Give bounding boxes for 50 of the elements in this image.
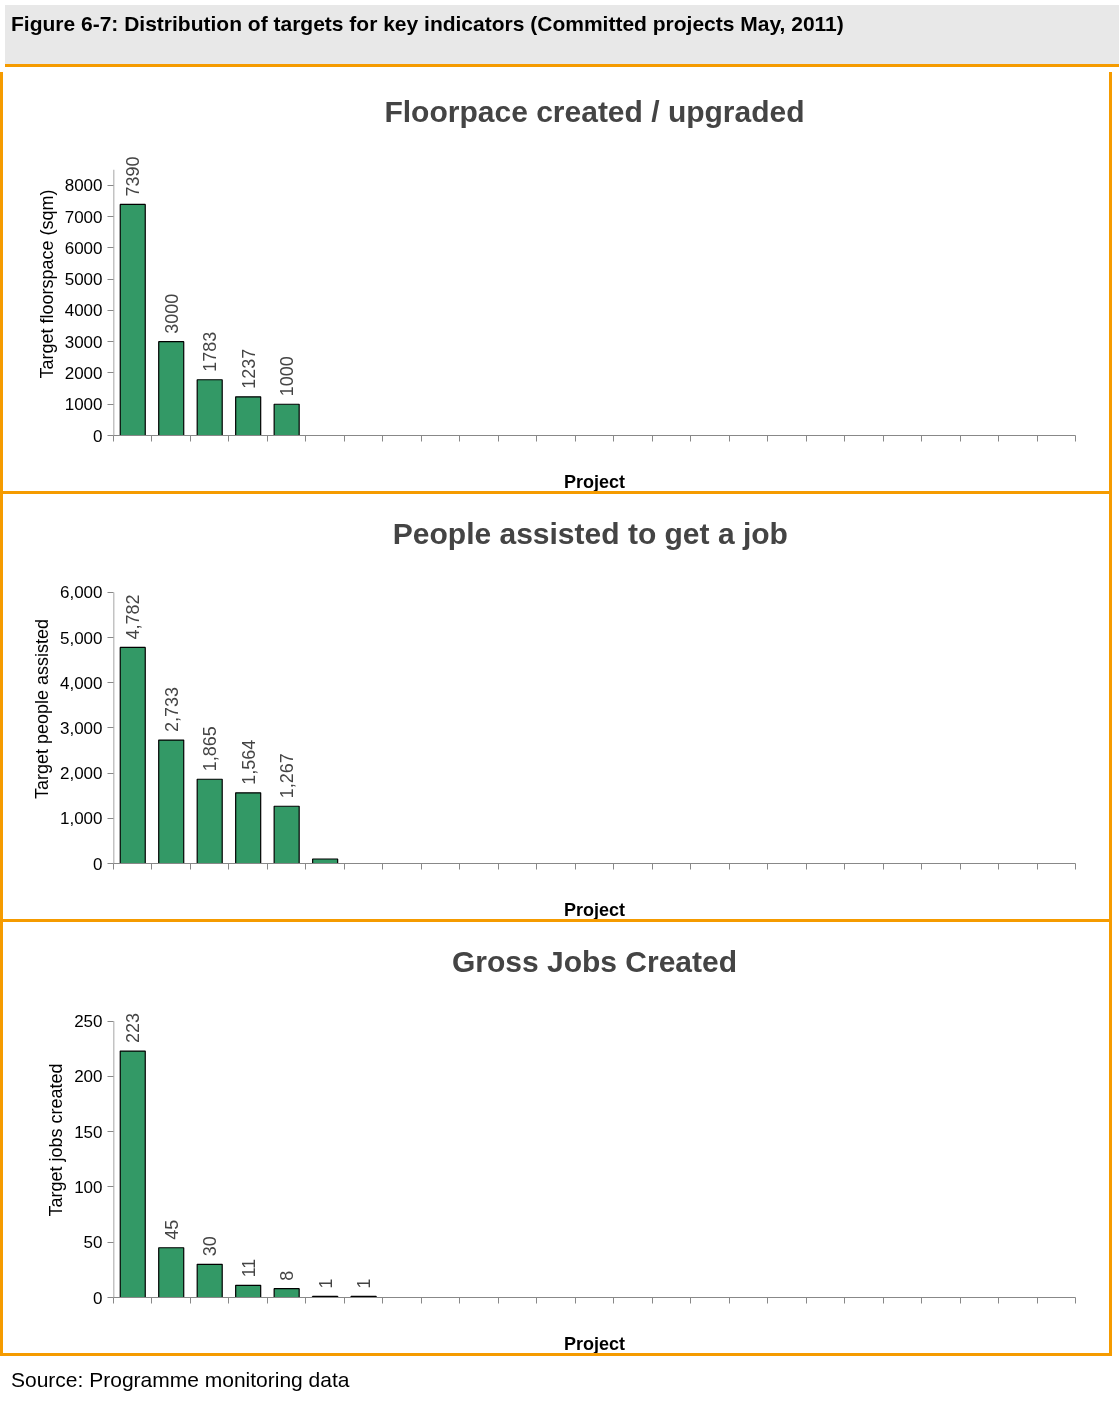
data-label: 1000 <box>277 356 298 397</box>
chart-title: Gross Jobs Created <box>451 944 738 978</box>
data-label: 223 <box>123 1012 144 1044</box>
y-tick-label: 7000 <box>64 207 103 227</box>
y-tick-label: 50 <box>83 1233 103 1253</box>
y-tick-label: 1000 <box>64 395 103 415</box>
y-tick-label: 2000 <box>64 363 103 383</box>
y-tick-label: 2,000 <box>59 764 103 784</box>
data-label: 1237 <box>238 348 259 389</box>
data-label: 1 <box>354 1278 375 1289</box>
data-label: 1783 <box>200 331 221 372</box>
x-axis-title: Project <box>563 471 626 492</box>
data-label: 1,865 <box>200 726 221 772</box>
y-tick-label: 0 <box>93 1288 103 1308</box>
y-axis-title: Target people assisted <box>31 618 52 800</box>
chart-title: People assisted to get a job <box>392 516 788 550</box>
y-tick-label: 150 <box>74 1122 103 1142</box>
y-tick-label: 5000 <box>64 270 103 290</box>
y-tick-label: 0 <box>93 426 103 446</box>
chart-title: Floorpace created / upgraded <box>384 94 805 128</box>
data-label: 45 <box>161 1219 182 1240</box>
y-tick-label: 3,000 <box>59 718 103 738</box>
data-label: 2,733 <box>161 686 182 733</box>
y-tick-label: 4000 <box>64 301 103 321</box>
y-tick-label: 100 <box>74 1177 103 1197</box>
y-tick-label: 5,000 <box>59 628 103 648</box>
x-axis-title: Project <box>563 899 626 920</box>
y-tick-label: 6000 <box>64 238 103 258</box>
y-tick-label: 200 <box>74 1067 103 1087</box>
data-label: 11 <box>238 1258 259 1278</box>
y-tick-label: 1,000 <box>59 809 103 829</box>
data-label: 8 <box>277 1270 298 1281</box>
data-label: 1,267 <box>277 753 298 799</box>
data-label: 1 <box>315 1278 336 1289</box>
data-label: 1,564 <box>238 739 259 785</box>
data-label: 4,782 <box>123 594 144 640</box>
data-label: 3000 <box>161 293 182 334</box>
x-axis-title: Project <box>563 1333 626 1354</box>
y-axis-title: Target floorspace (sqm) <box>36 189 57 379</box>
data-label: 7390 <box>123 156 144 197</box>
data-label: 30 <box>200 1236 221 1257</box>
y-tick-label: 6,000 <box>59 583 103 603</box>
y-tick-label: 3000 <box>64 332 103 352</box>
y-tick-label: 8000 <box>64 176 103 196</box>
source-note: Source: Programme monitoring data <box>11 1367 350 1393</box>
y-axis-title: Target jobs created <box>46 1063 67 1217</box>
y-tick-label: 250 <box>74 1012 103 1032</box>
y-tick-label: 0 <box>93 854 103 874</box>
y-tick-label: 4,000 <box>59 673 103 693</box>
caption: Figure 6-7: Distribution of targets for key indicators (Committed projects May, 2011) <box>11 11 844 37</box>
